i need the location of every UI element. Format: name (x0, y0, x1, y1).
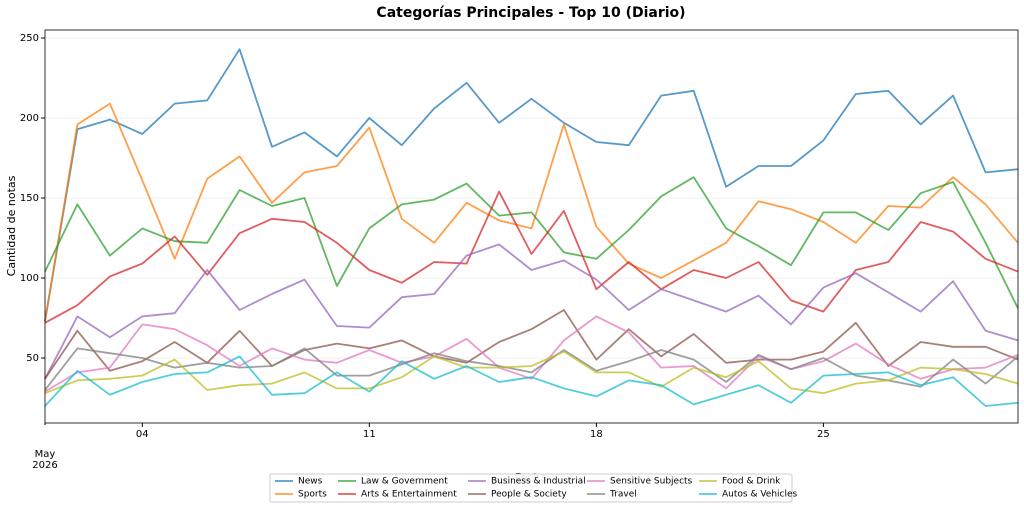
series-line (44, 48, 1019, 322)
y-tick-label: 150 (20, 193, 39, 204)
x-tick-label: 04 (136, 429, 149, 440)
series-line (44, 102, 1019, 322)
legend-label: Arts & Entertainment (361, 490, 457, 500)
legend-label: Business & Industrial (491, 477, 586, 487)
x-period-label: 2026 (32, 460, 57, 471)
series-line (44, 347, 1019, 391)
series-line (44, 350, 1019, 395)
y-tick-label: 100 (20, 273, 39, 284)
y-axis-label: Cantidad de notas (5, 175, 18, 276)
series-line (44, 190, 1019, 324)
series-line (44, 315, 1019, 393)
series-line (44, 309, 1019, 380)
x-tick-label: 18 (590, 429, 603, 440)
legend-label: Travel (609, 490, 637, 500)
x-tick-label: 25 (817, 429, 830, 440)
x-tick-label: 11 (363, 429, 376, 440)
legend-label: People & Society (491, 490, 567, 500)
legend-label: Sensitive Subjects (610, 477, 693, 487)
legend-label: Autos & Vehicles (722, 490, 798, 500)
y-tick-label: 50 (26, 353, 39, 364)
series-line (44, 355, 1019, 407)
series-line (44, 243, 1019, 380)
y-tick-label: 250 (20, 33, 39, 44)
legend-label: Sports (298, 490, 327, 500)
legend-label: News (298, 477, 323, 487)
legend: News Sports Law & Government Arts & Enterta… (269, 473, 798, 503)
legend-box (269, 473, 793, 503)
chart-title: Categorías Principales - Top 10 (Diario) (376, 5, 685, 21)
y-tick-label: 200 (20, 113, 39, 124)
legend-label: Law & Government (361, 477, 448, 487)
plot-frame (44, 29, 1019, 424)
legend-label: Food & Drink (722, 477, 781, 487)
series-line (44, 176, 1019, 309)
x-period-label: May (35, 449, 56, 460)
